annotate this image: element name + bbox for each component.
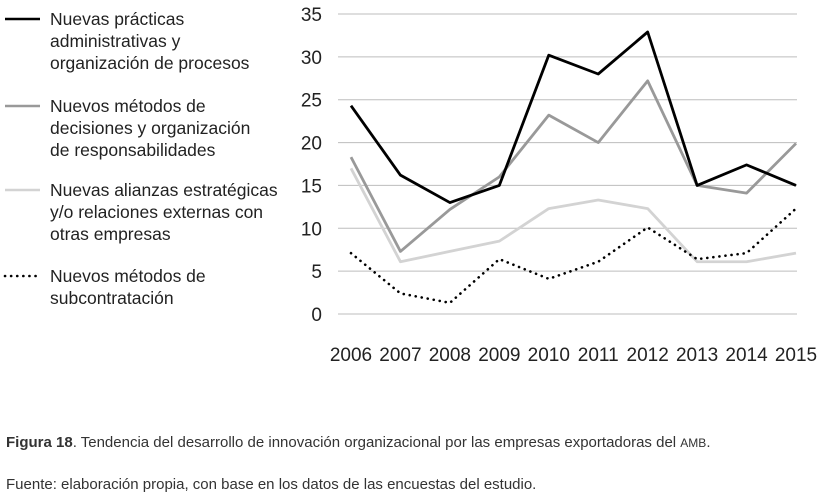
y-tick-label: 5 <box>311 262 322 283</box>
legend-label: Nuevas alianzas estratégicas <box>50 180 278 200</box>
x-tick-label: 2012 <box>627 345 669 366</box>
legend-label: organización de procesos <box>50 53 250 73</box>
caption-abbreviation: AMB <box>680 436 707 450</box>
legend-label: decisiones y organización <box>50 118 250 138</box>
series-line <box>349 167 797 264</box>
caption-end: . <box>706 434 711 451</box>
x-tick-label: 2011 <box>578 345 619 366</box>
x-tick-label: 2014 <box>725 345 768 366</box>
y-tick-label: 35 <box>301 5 322 26</box>
series-line <box>349 79 797 253</box>
y-tick-label: 0 <box>311 305 322 326</box>
figure-caption: Figura 18. Tendencia del desarrollo de i… <box>6 434 710 451</box>
figure-label: Figura 18 <box>6 434 73 451</box>
x-tick-label: 2013 <box>676 345 718 366</box>
x-axis-ticks: 2006 2007 2008 2009 2010 2011 2012 2013 2014 2015 <box>330 345 817 366</box>
figure-source: Fuente: elaboración propia, con base en … <box>6 476 537 493</box>
chart-grid <box>338 13 797 315</box>
legend-label: otras empresas <box>50 224 171 244</box>
y-tick-label: 30 <box>301 48 322 69</box>
chart-series <box>349 30 798 305</box>
y-axis-ticks: 0 5 10 15 20 25 30 35 <box>301 5 322 326</box>
legend-label: de responsabilidades <box>50 140 216 160</box>
caption-text: . Tendencia del desarrollo de innovación… <box>72 434 681 451</box>
legend-label: y/o relaciones externas con <box>50 202 263 222</box>
legend-label: Nuevos métodos de <box>50 96 206 116</box>
series-line <box>349 30 797 204</box>
legend-label: subcontratación <box>50 288 174 308</box>
x-tick-label: 2006 <box>330 345 372 366</box>
y-tick-label: 15 <box>301 176 322 197</box>
y-tick-label: 25 <box>301 91 322 112</box>
legend-label: Nuevas prácticas <box>50 9 184 29</box>
x-tick-label: 2008 <box>429 345 471 366</box>
legend-label: Nuevos métodos de <box>50 266 206 286</box>
series-line <box>349 207 798 305</box>
y-tick-label: 20 <box>301 134 322 155</box>
x-tick-label: 2010 <box>528 345 570 366</box>
x-tick-label: 2007 <box>379 345 421 366</box>
x-tick-label: 2015 <box>775 345 817 366</box>
legend-label: administrativas y <box>50 31 181 51</box>
x-tick-label: 2009 <box>478 345 520 366</box>
y-tick-label: 10 <box>301 219 322 240</box>
